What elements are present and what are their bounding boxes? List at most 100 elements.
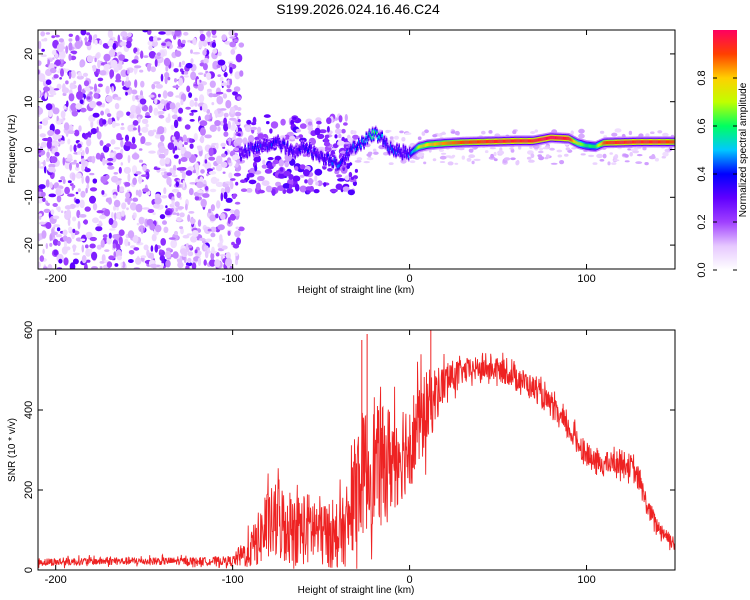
heatmap-cell (349, 178, 357, 183)
heatmap-cell (199, 120, 208, 127)
heatmap-cell (164, 75, 168, 85)
heatmap-cell (68, 38, 73, 42)
heatmap-ridge-cell (611, 141, 614, 145)
heatmap-ridge-cell (323, 159, 325, 163)
heatmap-ridge-cell (530, 139, 532, 143)
heatmap-cell (289, 135, 296, 140)
heatmap-cell (108, 232, 112, 239)
heatmap-cell (167, 142, 175, 151)
heatmap-cell (163, 226, 169, 233)
heatmap-cell (45, 179, 50, 188)
heatmap-cell (190, 235, 198, 243)
colorbar: 0.0 0.2 0.4 0.6 0.8 Normalized spectral ampl… (696, 30, 749, 278)
heatmap-ridge-cell (355, 146, 358, 150)
spectrogram-y-ticks: -20 -10 0 10 20 (23, 48, 675, 253)
heatmap-ridge-cell (539, 138, 542, 142)
heatmap-ridge-cell (241, 149, 243, 154)
snr-y-axis-label: SNR (10 * v/v) (7, 418, 18, 482)
heatmap-cell (159, 158, 166, 167)
heatmap-ridge-cell (298, 147, 301, 151)
heatmap-cell (629, 148, 635, 151)
heatmap-ridge-cell (599, 143, 601, 147)
heatmap-cell (211, 30, 217, 36)
heatmap-cell (220, 213, 226, 220)
heatmap-ridge-cell (646, 140, 649, 144)
heatmap-cell (97, 59, 101, 69)
y-tick-label: 200 (23, 481, 35, 499)
heatmap-cell (263, 114, 271, 118)
heatmap-cell (78, 125, 82, 132)
heatmap-cell (302, 153, 307, 157)
heatmap-cell (493, 151, 497, 157)
heatmap-cell (202, 193, 210, 198)
heatmap-ridge-cell (330, 159, 332, 163)
heatmap-cell (112, 234, 120, 239)
heatmap-cell (66, 209, 71, 217)
heatmap-cell (107, 157, 114, 162)
heatmap-cell (233, 172, 241, 177)
heatmap-cell (199, 135, 205, 144)
heatmap-cell (94, 83, 97, 92)
heatmap-cell (534, 129, 538, 133)
heatmap-ridge-cell (258, 147, 260, 151)
heatmap-cell (235, 162, 239, 168)
heatmap-cell (49, 242, 53, 247)
heatmap-cell (72, 216, 77, 222)
heatmap-cell (196, 181, 204, 189)
heatmap-cell (372, 148, 377, 152)
heatmap-cell (224, 185, 231, 194)
heatmap-cell (282, 183, 291, 189)
heatmap-ridge-cell (409, 149, 411, 154)
heatmap-cell (211, 246, 215, 254)
heatmap-ridge-cell (450, 141, 452, 145)
heatmap-ridge-cell (257, 143, 259, 147)
heatmap-cell (636, 154, 643, 157)
heatmap-cell (113, 251, 116, 259)
heatmap-cell (90, 128, 98, 135)
heatmap-ridge-cell (522, 139, 525, 143)
heatmap-cell (149, 223, 156, 231)
heatmap-cell (257, 133, 264, 139)
heatmap-cell (221, 153, 227, 158)
heatmap-cell (565, 147, 570, 151)
heatmap-cell (157, 52, 161, 57)
heatmap-ridge-cell (531, 139, 533, 143)
heatmap-cell (247, 172, 255, 178)
heatmap-cell (248, 179, 257, 185)
heatmap-ridge-cell (506, 139, 509, 143)
heatmap-ridge-cell (346, 150, 348, 154)
heatmap-ridge-cell (371, 130, 374, 134)
heatmap-cell (171, 200, 175, 206)
heatmap-ridge-cell (279, 143, 282, 147)
heatmap-cell (97, 77, 104, 82)
heatmap-cell (315, 181, 319, 186)
heatmap-ridge-cell (601, 142, 603, 146)
heatmap-cell (52, 226, 56, 230)
heatmap-cell (51, 231, 58, 236)
heatmap-cell (341, 128, 346, 134)
heatmap-cell (76, 75, 84, 80)
heatmap-ridge-cell (594, 145, 597, 149)
heatmap-ridge-cell (406, 151, 409, 155)
heatmap-ridge-cell (261, 146, 263, 150)
heatmap-ridge-cell (663, 140, 666, 144)
heatmap-cell (657, 130, 663, 134)
heatmap-cell (383, 151, 389, 156)
heatmap-cell (116, 255, 122, 261)
heatmap-cell (468, 148, 474, 153)
heatmap-cell (648, 155, 656, 160)
heatmap-cell (226, 88, 232, 93)
heatmap-cell (72, 51, 77, 55)
heatmap-ridge-cell (501, 139, 503, 143)
heatmap-cell (267, 157, 274, 161)
heatmap-ridge-cell (307, 149, 309, 153)
heatmap-cell (366, 153, 372, 157)
heatmap-ridge-cell (535, 138, 537, 142)
heatmap-ridge-cell (665, 140, 668, 144)
heatmap-cell (635, 161, 643, 165)
heatmap-cell (206, 173, 209, 177)
heatmap-ridge-cell (383, 138, 386, 142)
heatmap-cell (146, 63, 152, 72)
heatmap-cell (336, 174, 343, 178)
heatmap-ridge-cell (452, 141, 455, 145)
